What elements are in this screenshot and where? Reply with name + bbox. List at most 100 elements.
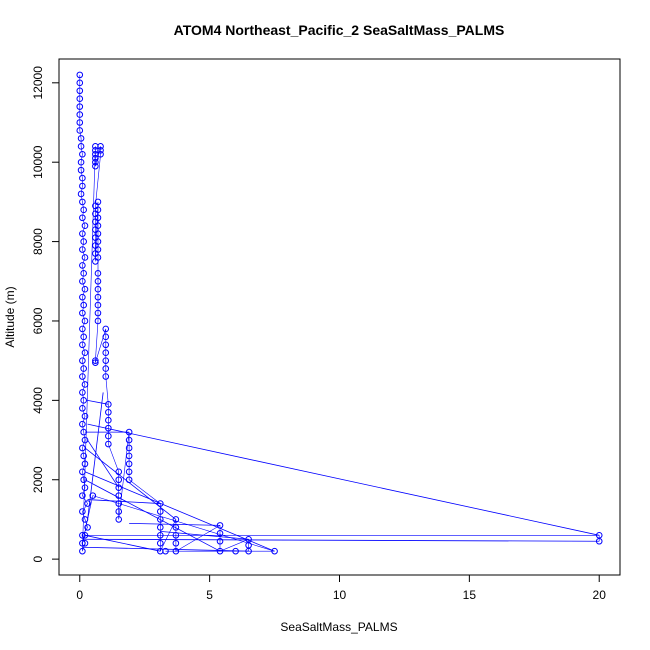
data-point: [156, 539, 164, 547]
data-point: [105, 424, 112, 432]
data-point: [80, 206, 87, 214]
connector-line: [84, 447, 177, 520]
data-point: [79, 182, 86, 190]
data-point: [245, 547, 252, 555]
data-point: [94, 198, 102, 206]
y-tick-label: 0: [31, 555, 45, 562]
data-point: [156, 500, 164, 507]
data-point: [94, 214, 102, 222]
data-point: [79, 532, 86, 539]
data-point: [77, 135, 85, 142]
data-point: [81, 539, 89, 547]
data-point: [92, 158, 99, 166]
x-tick-label: 5: [206, 588, 213, 602]
data-point: [80, 452, 87, 460]
data-point: [79, 325, 86, 333]
data-point: [81, 412, 89, 420]
x-axis: 0 5 10 15 20: [76, 574, 606, 602]
y-tick-label: 8000: [31, 228, 45, 255]
data-point: [115, 500, 123, 507]
data-point: [102, 325, 110, 333]
data-point: [79, 293, 86, 301]
data-point: [97, 143, 104, 150]
data-point: [102, 365, 110, 372]
data-point: [115, 516, 123, 523]
data-point: [79, 492, 86, 499]
data-point: [94, 254, 102, 261]
data-point: [80, 270, 87, 277]
data-point: [79, 508, 86, 515]
data-point: [76, 127, 84, 134]
data-point: [77, 166, 85, 174]
data-point: [79, 357, 86, 364]
y-tick-label: 6000: [31, 307, 45, 334]
data-point: [81, 349, 89, 357]
data-point: [94, 230, 102, 237]
data-point: [115, 468, 123, 476]
data-point: [172, 524, 180, 531]
data-point: [94, 309, 102, 317]
connector-line: [87, 499, 161, 504]
data-point: [79, 404, 86, 412]
data-point: [94, 277, 102, 285]
data-point: [172, 532, 180, 539]
data-point: [79, 420, 86, 428]
data-point: [79, 539, 86, 547]
data-point: [79, 150, 86, 158]
data-point: [76, 111, 84, 118]
data-point: [125, 436, 133, 444]
data-point: [172, 547, 180, 555]
data-point: [105, 401, 112, 408]
connector-line: [87, 439, 120, 488]
data-point: [79, 214, 86, 222]
data-point: [81, 516, 89, 523]
data-point: [81, 222, 89, 230]
data-point: [81, 381, 89, 388]
data-point: [97, 150, 104, 158]
data-point: [79, 373, 86, 380]
data-point: [76, 119, 84, 126]
data-point: [115, 492, 123, 499]
connector-line: [87, 423, 600, 536]
data-point: [80, 301, 87, 309]
data-point: [81, 484, 89, 491]
data-point: [89, 492, 97, 499]
data-point: [81, 285, 89, 293]
data-point: [115, 476, 123, 484]
data-point: [79, 198, 86, 206]
data-point: [84, 524, 91, 531]
data-point: [97, 146, 104, 154]
data-point: [79, 547, 86, 555]
data-point: [81, 436, 89, 444]
y-tick-label: 12000: [31, 66, 45, 100]
connector-line: [87, 392, 104, 520]
data-point: [105, 432, 112, 440]
data-point: [77, 143, 85, 150]
data-point: [102, 357, 110, 364]
data-point: [94, 317, 102, 325]
data-points: [76, 71, 603, 555]
data-point: [94, 238, 102, 245]
data-point: [94, 285, 102, 293]
data-point: [81, 460, 89, 468]
data-point: [92, 357, 99, 364]
data-point: [125, 428, 133, 436]
data-point: [79, 246, 86, 253]
x-tick-label: 15: [463, 588, 477, 602]
data-point: [77, 190, 85, 198]
data-point: [216, 547, 224, 555]
data-point: [156, 524, 164, 531]
connector-line: [87, 399, 109, 405]
y-axis-label: Altitude (m): [3, 286, 17, 347]
data-point: [94, 270, 102, 277]
data-point: [80, 333, 87, 341]
data-point: [102, 373, 110, 380]
data-point: [79, 444, 86, 452]
data-point: [216, 537, 224, 545]
data-point: [156, 508, 164, 515]
data-point: [80, 476, 87, 484]
data-point: [115, 508, 123, 515]
data-point: [162, 547, 169, 555]
data-point: [125, 444, 133, 452]
y-axis: 0 2000 4000 6000 8000 10000 12000: [31, 66, 60, 562]
